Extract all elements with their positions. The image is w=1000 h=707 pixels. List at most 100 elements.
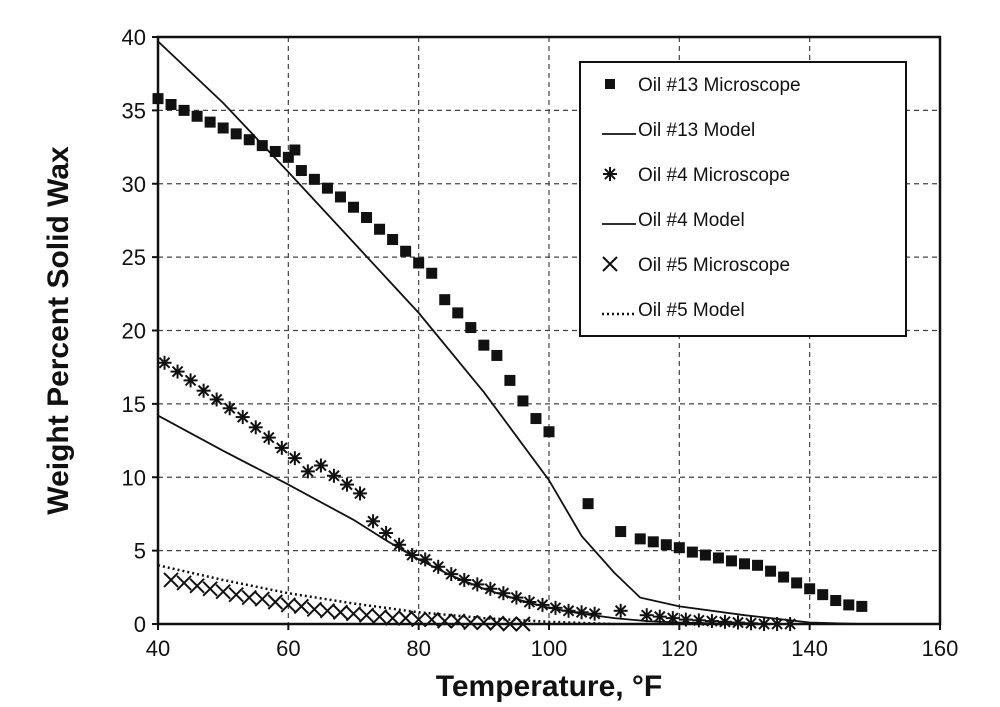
y-tick-label: 35 [122,98,146,123]
series-5-point [202,581,218,597]
series-1-point [295,165,307,177]
y-tick-label: 20 [122,319,146,344]
series-3-point [261,430,276,445]
series-5-point [463,614,479,631]
x-axis-ticks: 40 60 80 100 120 140 160 [146,624,958,661]
series-5-point [176,575,192,591]
series-5-point [371,608,388,625]
series-3-point [770,617,785,631]
series-5-point [163,572,179,588]
y-tick-label: 40 [122,25,146,50]
series-5-point [345,606,362,622]
series-3-point [783,617,798,631]
series-3-point [209,392,224,407]
legend-label: Oil #4 Model [638,210,745,231]
series-1-point [308,173,320,185]
series-3-point [678,612,693,627]
series-3 [157,355,798,631]
series-1-point [426,267,438,279]
series-1-point [289,144,301,156]
series-1-point [856,600,868,612]
series-3-point [339,477,354,492]
legend-label: Oil #4 Microscope [638,165,790,186]
series-1-point [217,122,229,134]
series-1-point [282,151,294,163]
series-1-point [647,536,659,548]
series-3-point [730,615,745,630]
series-1-point [348,201,359,213]
series-1-point [615,526,627,538]
legend-item: Oil #5 Microscope [602,255,790,276]
series-5-point [358,607,375,623]
y-axis-title: Weight Percent Solid Wax [42,146,75,515]
series-1-point [804,583,816,595]
x-tick-label: 40 [146,636,170,661]
series-1-point [178,104,190,116]
series-1-point [843,599,855,611]
series-layer [152,40,868,632]
series-5-point [228,586,244,603]
series-5-point [384,610,401,626]
series-1-point [530,413,542,425]
series-1-point [400,245,412,257]
y-tick-label: 15 [122,392,146,417]
series-1-point [699,549,711,561]
series-1-point [165,99,177,111]
series-1-point [465,322,477,334]
x-axis-title: Temperature, °F [436,670,663,703]
series-3-point [300,464,315,479]
series-1-point [686,546,698,558]
series-5-point [489,615,505,631]
series-5-point [423,611,440,628]
legend-label: Oil #5 Microscope [638,255,790,276]
series-1-point [634,533,646,545]
series-3-point [744,616,759,631]
series-5-point [241,589,257,606]
series-1-point [321,182,333,194]
legend-item: Oil #13 Microscope [605,75,801,96]
y-axis-ticks: 0 5 10 15 20 25 30 35 40 [122,25,158,637]
series-1-point [791,577,803,589]
y-tick-label: 0 [134,612,146,637]
series-5-point [215,584,231,600]
series-3-point [326,468,341,483]
series-3-point [613,603,628,618]
series-1-point [543,426,555,438]
x-tick-label: 60 [276,636,300,661]
series-1-point [660,539,672,551]
series-3-point [587,606,602,621]
series-1-point [712,552,724,564]
series-3-point [313,458,328,473]
series-5-point [437,613,453,629]
series-5-point [267,594,284,610]
legend-item: Oil #5 Model [602,300,745,321]
series-3-point [183,373,198,388]
series-3-point [353,486,368,501]
series-1-point [204,116,216,128]
legend-marker-sample [603,167,617,181]
series-5-point [280,597,297,613]
series-4-line [157,414,745,625]
series-1-point [243,134,255,146]
series-3-point [379,526,394,541]
legend: Oil #13 Microscope Oil #13 Model Oil #4 Mi… [579,61,907,337]
series-2-line [157,40,862,625]
series-5-point [332,604,349,620]
y-tick-label: 10 [122,465,146,490]
series-3-point [170,364,185,379]
series-3-point [639,608,654,623]
legend-item: Oil #4 Model [602,210,745,231]
series-2 [157,40,862,625]
series-3-point [274,440,289,455]
series-5-point [450,613,466,629]
series-3-point [157,355,172,370]
series-1-point [739,558,750,570]
x-tick-label: 140 [791,636,828,661]
series-5-point [254,591,270,607]
legend-marker-sample [605,79,615,89]
legend-item: Oil #4 Microscope [603,165,790,186]
series-3-point [717,614,732,629]
series-1-point [830,595,842,607]
series-4 [157,414,745,625]
